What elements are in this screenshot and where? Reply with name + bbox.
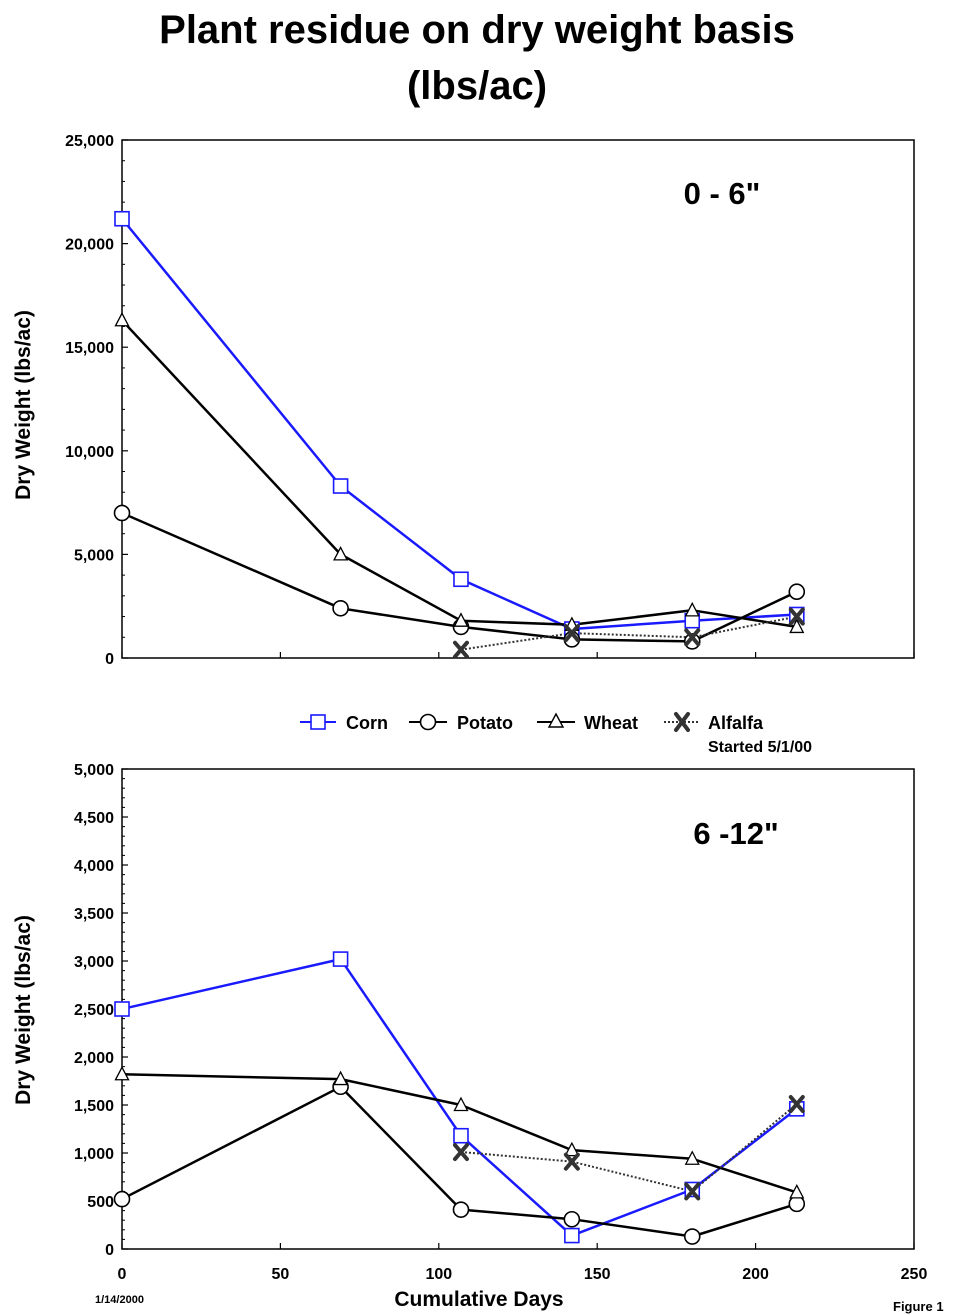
series-line-potato-1 xyxy=(121,1085,798,1238)
chart-title-units: (lbs/ac) xyxy=(406,64,548,108)
point-wheat-1-2 xyxy=(453,1096,469,1112)
point-potato-0-4 xyxy=(683,633,701,650)
y-tick-label-1-9: 4,500 xyxy=(74,810,114,827)
legend-alfalfa-note: Started 5/1/00 xyxy=(708,739,812,756)
point-potato-0-0 xyxy=(113,504,131,522)
x-tick-label-1-3: 150 xyxy=(584,1266,611,1283)
figure-label: Figure 1 xyxy=(893,1299,944,1314)
plot-frame-top xyxy=(121,139,915,659)
series-line-potato-0 xyxy=(121,511,798,643)
chart-title: Plant residue on dry weight basis xyxy=(159,8,795,52)
point-wheat-1-3 xyxy=(564,1141,580,1157)
x-tick-label-1-5: 250 xyxy=(901,1266,928,1283)
plot-frame-bottom xyxy=(121,768,915,1250)
point-potato-1-4 xyxy=(683,1228,701,1245)
y-tick-label-1-0: 0 xyxy=(105,1242,114,1259)
markers-1 xyxy=(113,951,806,1245)
markers-0 xyxy=(113,210,806,659)
series-line-corn-0 xyxy=(121,217,797,631)
plot-content: 05,00010,00015,00020,00025,00005001,0001… xyxy=(65,133,927,1283)
legend-item-wheat: Wheat xyxy=(537,712,638,733)
series-line-corn-1 xyxy=(121,957,798,1237)
y-tick-label-1-8: 4,000 xyxy=(74,858,114,875)
y-tick-label-0-0: 0 xyxy=(105,651,114,668)
point-wheat-1-5 xyxy=(789,1183,805,1199)
y-tick-label-0-1: 5,000 xyxy=(74,547,114,564)
point-potato-0-5 xyxy=(788,583,806,600)
point-wheat-0-0 xyxy=(114,311,130,327)
y-tick-label-1-10: 5,000 xyxy=(74,762,114,779)
point-corn-0-0 xyxy=(114,210,130,227)
point-potato-1-5 xyxy=(788,1195,806,1213)
x-tick-label-1-4: 200 xyxy=(742,1266,769,1283)
point-alfalfa-0-3 xyxy=(788,607,805,626)
y-tick-label-0-2: 10,000 xyxy=(65,444,114,461)
point-alfalfa-0-1 xyxy=(563,624,580,643)
y-tick-label-1-4: 2,000 xyxy=(74,1050,114,1067)
point-alfalfa-0-2 xyxy=(684,628,701,647)
x-tick-label-1-1: 50 xyxy=(272,1266,290,1283)
y-tick-label-1-6: 3,000 xyxy=(74,954,114,971)
point-alfalfa-1-3 xyxy=(788,1095,805,1114)
point-corn-1-2 xyxy=(453,1127,469,1144)
legend-item-corn: Corn xyxy=(300,713,388,733)
point-alfalfa-1-2 xyxy=(684,1182,701,1201)
point-corn-1-3 xyxy=(564,1227,580,1244)
y-axis-title-top: Dry Weight (lbs/ac) xyxy=(12,310,35,500)
series-line-wheat-0 xyxy=(121,319,797,629)
y-tick-label-0-5: 25,000 xyxy=(65,133,114,150)
y-axis-title-bottom: Dry Weight (lbs/ac) xyxy=(12,915,35,1105)
series-line-alfalfa-1 xyxy=(460,1103,798,1193)
point-alfalfa-0-0 xyxy=(452,640,469,659)
legend-item-potato: Potato xyxy=(409,713,513,733)
legend-label-potato: Potato xyxy=(457,713,513,733)
point-alfalfa-1-0 xyxy=(452,1143,469,1162)
legend-label-alfalfa: Alfalfa xyxy=(708,713,764,733)
depth-label-bottom: 6 -12" xyxy=(693,816,778,851)
point-potato-1-0 xyxy=(113,1190,131,1208)
point-corn-1-1 xyxy=(332,951,349,967)
point-potato-0-1 xyxy=(332,599,349,617)
legend-label-wheat: Wheat xyxy=(584,713,638,733)
point-wheat-1-0 xyxy=(114,1065,130,1081)
point-wheat-1-1 xyxy=(333,1070,349,1086)
x-tick-label-1-2: 100 xyxy=(425,1266,452,1283)
legend-item-alfalfa: Alfalfa Started 5/1/00 xyxy=(664,712,812,756)
y-tick-label-0-3: 15,000 xyxy=(65,340,114,357)
y-tick-label-0-4: 20,000 xyxy=(65,237,114,254)
series-line-alfalfa-0 xyxy=(460,615,797,651)
point-potato-1-3 xyxy=(563,1210,581,1228)
legend-label-corn: Corn xyxy=(346,713,388,733)
x-tick-label-1-0: 0 xyxy=(118,1266,127,1283)
point-corn-1-0 xyxy=(114,1001,130,1017)
depth-label-top: 0 - 6" xyxy=(684,176,761,211)
start-date-note: 1/14/2000 xyxy=(95,1294,144,1306)
series-line-wheat-1 xyxy=(121,1073,798,1194)
point-wheat-0-4 xyxy=(684,601,700,617)
panel-1: 05001,0001,5002,0002,5003,0003,5004,0004… xyxy=(74,762,927,1283)
point-wheat-0-1 xyxy=(333,545,349,561)
y-tick-label-1-7: 3,500 xyxy=(74,906,114,923)
point-wheat-0-2 xyxy=(453,612,469,627)
legend: Corn Potato Wheat Alfalfa Started 5/1/00 xyxy=(300,712,812,756)
y-tick-label-1-5: 2,500 xyxy=(74,1002,114,1019)
y-tick-label-1-2: 1,000 xyxy=(74,1146,114,1163)
point-alfalfa-1-1 xyxy=(563,1152,580,1171)
x-axis-title: Cumulative Days xyxy=(394,1288,563,1311)
point-wheat-1-4 xyxy=(684,1150,700,1165)
y-tick-label-1-3: 1,500 xyxy=(74,1098,114,1115)
point-potato-1-2 xyxy=(452,1201,470,1218)
y-tick-label-1-1: 500 xyxy=(87,1194,114,1211)
point-corn-0-2 xyxy=(453,571,469,588)
panel-0: 0 5,000 10,000 15,000 20,000 25,000 xyxy=(65,133,915,668)
point-corn-0-1 xyxy=(332,478,349,494)
point-wheat-0-5 xyxy=(789,618,805,634)
